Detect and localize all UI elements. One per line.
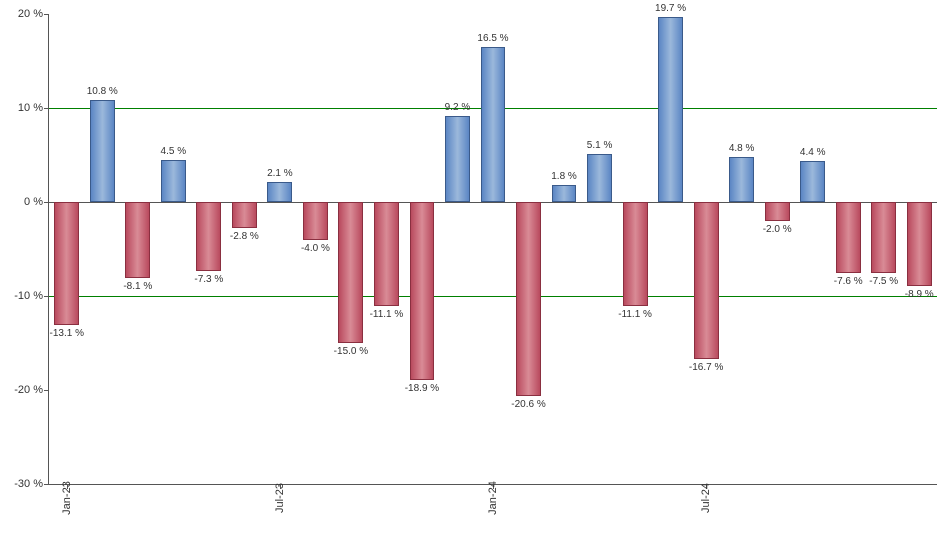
- bar-value-label: -15.0 %: [334, 346, 368, 357]
- bar-value-label: -7.3 %: [194, 274, 223, 285]
- bar-value-label: 2.1 %: [267, 168, 293, 179]
- bar-value-label: 4.8 %: [729, 143, 755, 154]
- bar-value-label: -20.6 %: [511, 399, 545, 410]
- bar: [516, 202, 541, 396]
- bar: [374, 202, 399, 306]
- y-tick-mark: [44, 202, 49, 203]
- y-tick-label: 20 %: [18, 8, 43, 20]
- y-tick-mark: [44, 14, 49, 15]
- plot-area: -30 %-20 %-10 %0 %10 %20 %-13.1 %10.8 %-…: [48, 14, 937, 485]
- y-tick-label: 0 %: [24, 196, 43, 208]
- bar-value-label: -13.1 %: [50, 328, 84, 339]
- y-tick-label: -10 %: [14, 290, 43, 302]
- y-tick-mark: [44, 108, 49, 109]
- bar: [90, 100, 115, 202]
- bar-value-label: 10.8 %: [87, 86, 118, 97]
- bar: [694, 202, 719, 359]
- bar-value-label: -11.1 %: [618, 309, 652, 320]
- bar: [338, 202, 363, 343]
- bar-value-label: 4.5 %: [161, 146, 187, 157]
- bar: [729, 157, 754, 202]
- bar: [587, 154, 612, 202]
- y-tick-mark: [44, 296, 49, 297]
- y-tick-label: -30 %: [14, 478, 43, 490]
- bar-value-label: -7.5 %: [869, 276, 898, 287]
- bar-value-label: -18.9 %: [405, 383, 439, 394]
- bar-value-label: 19.7 %: [655, 3, 686, 14]
- gridline: [49, 296, 937, 297]
- bar-value-label: 5.1 %: [587, 140, 613, 151]
- bar: [552, 185, 577, 202]
- bar: [445, 116, 470, 202]
- bar-value-label: -7.6 %: [834, 276, 863, 287]
- bar-value-label: 4.4 %: [800, 147, 826, 158]
- bar: [54, 202, 79, 325]
- bar: [267, 182, 292, 202]
- bar: [871, 202, 896, 273]
- bar: [125, 202, 150, 278]
- bar-value-label: -8.1 %: [123, 281, 152, 292]
- bar: [765, 202, 790, 221]
- x-tick-label: Jul-24: [700, 483, 712, 513]
- bar-value-label: -16.7 %: [689, 362, 723, 373]
- bar: [623, 202, 648, 306]
- bar: [196, 202, 221, 271]
- zero-line: [49, 202, 937, 203]
- bar-value-label: 1.8 %: [551, 171, 577, 182]
- y-tick-mark: [44, 390, 49, 391]
- bar: [907, 202, 932, 286]
- bar-value-label: 9.2 %: [445, 102, 471, 113]
- x-tick-label: Jul-23: [274, 483, 286, 513]
- bar: [232, 202, 257, 228]
- bar: [303, 202, 328, 240]
- y-tick-label: -20 %: [14, 384, 43, 396]
- bar-value-label: -8.9 %: [905, 289, 934, 300]
- bar-value-label: 16.5 %: [477, 33, 508, 44]
- bar: [800, 161, 825, 202]
- x-tick-label: Jan-24: [487, 481, 499, 515]
- bar: [481, 47, 506, 202]
- bar: [410, 202, 435, 380]
- bar-value-label: -11.1 %: [370, 309, 404, 320]
- bar-value-label: -4.0 %: [301, 243, 330, 254]
- bar-value-label: -2.0 %: [763, 224, 792, 235]
- bar: [836, 202, 861, 273]
- bar: [161, 160, 186, 202]
- bar-value-label: -2.8 %: [230, 231, 259, 242]
- percent-bar-chart: -30 % -20 % -10 % 0 % 10 % 20 % -13.1 % 10.8 % -…: [0, 0, 940, 550]
- y-tick-mark: [44, 484, 49, 485]
- bar: [658, 17, 683, 202]
- x-tick-label: Jan-23: [61, 481, 73, 515]
- y-tick-label: 10 %: [18, 102, 43, 114]
